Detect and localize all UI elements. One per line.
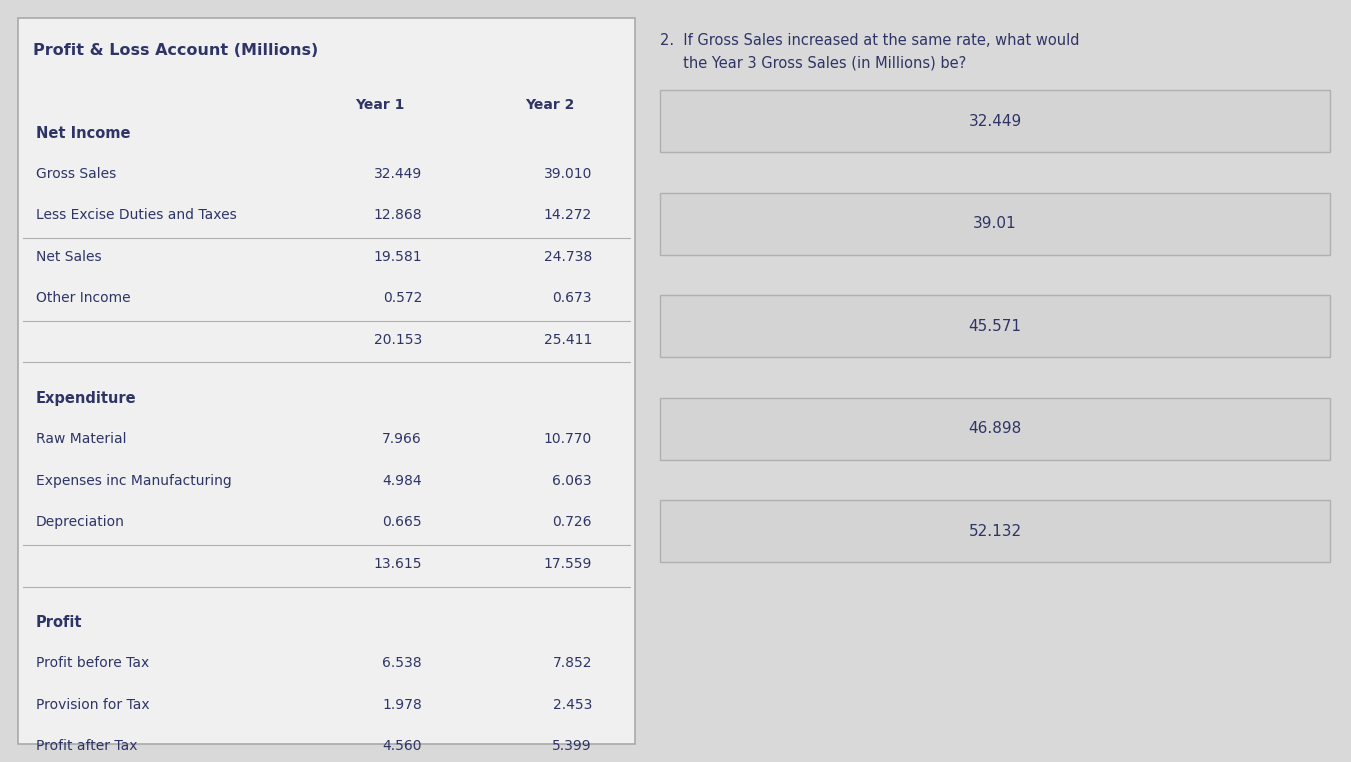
Bar [661, 398, 1329, 459]
Bar [661, 193, 1329, 255]
Text: Net Sales: Net Sales [36, 250, 101, 264]
Text: Year 1: Year 1 [355, 98, 405, 112]
Text: 45.571: 45.571 [969, 319, 1021, 334]
Text: Profit after Tax: Profit after Tax [36, 739, 138, 754]
Text: 2.  If Gross Sales increased at the same rate, what would
     the Year 3 Gross : 2. If Gross Sales increased at the same … [661, 33, 1079, 70]
Text: Expenditure: Expenditure [36, 391, 136, 406]
Text: Other Income: Other Income [36, 291, 131, 306]
Text: Provision for Tax: Provision for Tax [36, 698, 150, 712]
Bar [661, 295, 1329, 357]
Text: 17.559: 17.559 [543, 557, 592, 571]
Text: 6.063: 6.063 [553, 474, 592, 488]
Text: 6.538: 6.538 [382, 656, 422, 671]
Text: 25.411: 25.411 [543, 333, 592, 347]
Text: 0.572: 0.572 [382, 291, 422, 306]
Text: Raw Material: Raw Material [36, 432, 127, 447]
Text: 0.665: 0.665 [382, 515, 422, 530]
Text: 4.984: 4.984 [382, 474, 422, 488]
Text: 32.449: 32.449 [374, 167, 422, 181]
Text: 4.560: 4.560 [382, 739, 422, 754]
Text: 7.852: 7.852 [553, 656, 592, 671]
Text: 0.673: 0.673 [553, 291, 592, 306]
Bar [661, 500, 1329, 562]
Text: Year 2: Year 2 [526, 98, 574, 112]
Text: Profit: Profit [36, 615, 82, 630]
Text: 7.966: 7.966 [382, 432, 422, 447]
Text: 20.153: 20.153 [374, 333, 422, 347]
Text: Profit & Loss Account (Millions): Profit & Loss Account (Millions) [32, 43, 319, 58]
Text: 0.726: 0.726 [553, 515, 592, 530]
Text: Gross Sales: Gross Sales [36, 167, 116, 181]
Bar [661, 90, 1329, 152]
Text: Net Income: Net Income [36, 126, 131, 140]
Text: 24.738: 24.738 [543, 250, 592, 264]
FancyBboxPatch shape [18, 18, 635, 744]
Text: 52.132: 52.132 [969, 523, 1021, 539]
Text: 1.978: 1.978 [382, 698, 422, 712]
Text: 32.449: 32.449 [969, 114, 1021, 129]
Text: 39.01: 39.01 [973, 216, 1017, 231]
Text: 14.272: 14.272 [543, 208, 592, 223]
Text: 13.615: 13.615 [373, 557, 422, 571]
Text: Expenses inc Manufacturing: Expenses inc Manufacturing [36, 474, 232, 488]
Text: 19.581: 19.581 [373, 250, 422, 264]
Text: Profit before Tax: Profit before Tax [36, 656, 149, 671]
Text: 10.770: 10.770 [543, 432, 592, 447]
Text: 39.010: 39.010 [543, 167, 592, 181]
Text: 5.399: 5.399 [553, 739, 592, 754]
Text: 2.453: 2.453 [553, 698, 592, 712]
Text: 46.898: 46.898 [969, 421, 1021, 436]
Text: Less Excise Duties and Taxes: Less Excise Duties and Taxes [36, 208, 236, 223]
Text: Depreciation: Depreciation [36, 515, 124, 530]
Text: 12.868: 12.868 [373, 208, 422, 223]
